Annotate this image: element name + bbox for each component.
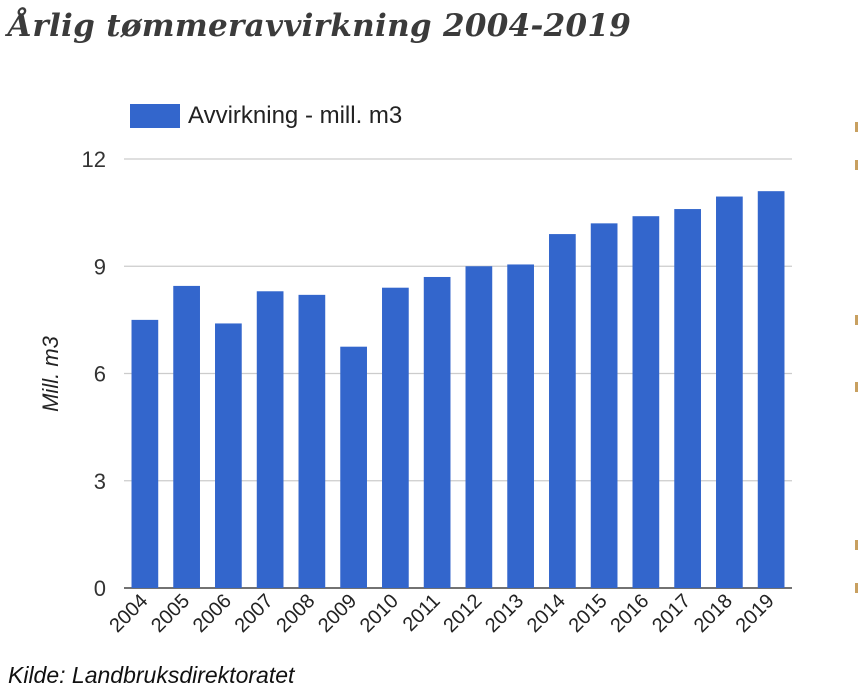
bar <box>757 191 785 589</box>
bar <box>131 319 159 588</box>
y-tick-label: 3 <box>94 469 106 494</box>
bar <box>298 294 326 588</box>
legend: Avvirkning - mill. m3 <box>130 102 402 130</box>
x-tick-label: 2012 <box>439 590 486 637</box>
x-tick-label: 2013 <box>481 590 528 637</box>
x-tick-label: 2011 <box>399 590 445 636</box>
legend-label: Avvirkning - mill. m3 <box>188 102 403 129</box>
y-tick-label: 6 <box>94 362 106 387</box>
x-tick-label: 2017 <box>648 590 695 637</box>
bar <box>674 209 701 589</box>
bar <box>590 223 618 588</box>
bar <box>215 323 242 588</box>
bar <box>423 276 451 588</box>
x-tick-label: 2009 <box>314 590 361 637</box>
bar-chart: 0369122004200520062007200820092010201120… <box>82 147 792 637</box>
x-tick-label: 2004 <box>105 590 152 637</box>
x-tick-label: 2005 <box>147 590 194 637</box>
bar <box>382 287 409 588</box>
bar <box>632 216 660 588</box>
x-tick-label: 2010 <box>356 590 403 637</box>
bar <box>716 196 743 588</box>
cropped-edge-marks <box>852 0 860 694</box>
y-tick-label: 12 <box>82 147 106 172</box>
x-tick-label: 2016 <box>606 590 653 637</box>
y-tick-label: 0 <box>94 576 106 601</box>
bar <box>507 264 534 588</box>
x-tick-label: 2015 <box>565 590 612 637</box>
bar <box>256 291 284 588</box>
x-tick-label: 2008 <box>272 590 319 637</box>
legend-swatch <box>130 104 180 128</box>
bar <box>340 346 367 588</box>
chart-title: Årlig tømmeravvirkning 2004-2019 <box>8 8 632 44</box>
y-tick-label: 9 <box>94 254 106 279</box>
x-tick-label: 2018 <box>690 590 737 637</box>
x-tick-label: 2006 <box>189 590 236 637</box>
x-tick-label: 2007 <box>231 590 278 637</box>
x-tick-label: 2019 <box>732 590 779 637</box>
bar <box>465 266 493 588</box>
x-tick-label: 2014 <box>523 590 570 637</box>
source-note: Kilde: Landbruksdirektoratet <box>8 662 295 688</box>
bar <box>549 234 576 588</box>
bar <box>173 285 200 588</box>
